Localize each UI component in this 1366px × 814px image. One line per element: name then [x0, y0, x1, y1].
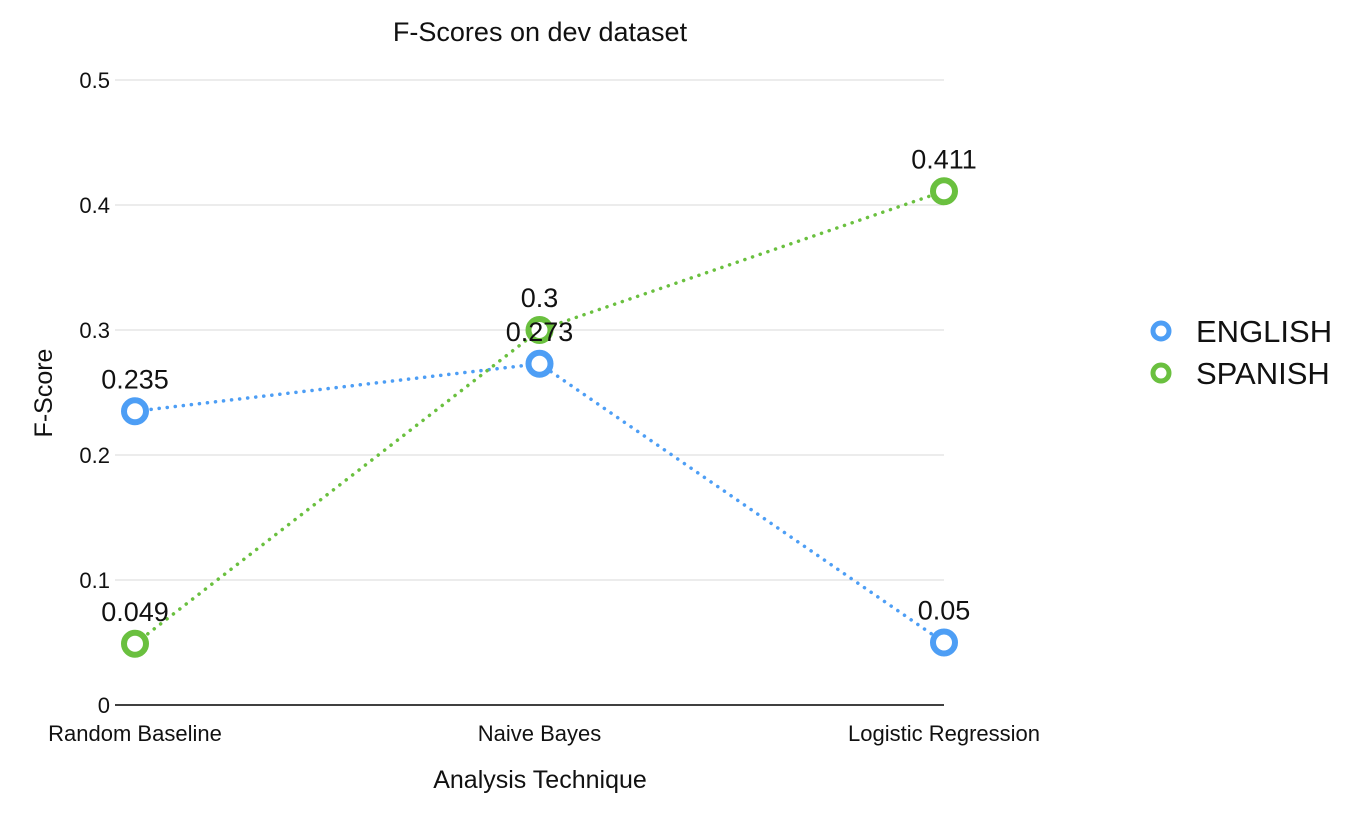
series: [121, 177, 958, 658]
x-tick-label: Random Baseline: [48, 721, 222, 746]
y-tick-label: 0.3: [79, 318, 110, 343]
y-tick-label: 0.2: [79, 443, 110, 468]
legend-marker-spanish: [1150, 362, 1172, 384]
data-label-spanish: 0.049: [101, 597, 169, 627]
x-tick-label: Naive Bayes: [478, 721, 602, 746]
data-label-english: 0.235: [101, 364, 169, 394]
data-point-spanish: [930, 177, 958, 206]
chart-title: F-Scores on dev dataset: [393, 17, 688, 47]
series-line-english: [133, 361, 946, 645]
data-point-spanish: [121, 629, 149, 658]
x-tick-label: Logistic Regression: [848, 721, 1040, 746]
legend-label-english: ENGLISH: [1196, 314, 1332, 349]
legend-marker-english: [1150, 320, 1172, 342]
y-tick-label: 0: [98, 693, 110, 718]
legend-label-spanish: SPANISH: [1196, 356, 1330, 391]
data-point-spanish: [525, 316, 554, 344]
data-labels: 0.235 0.273 0.05 0.049 0.3 0.411: [101, 144, 977, 627]
data-label-spanish: 0.411: [911, 144, 977, 174]
data-point-english: [525, 349, 554, 378]
y-tick-label: 0.5: [79, 68, 110, 93]
legend: ENGLISH SPANISH: [1150, 314, 1332, 391]
data-point-english: [930, 628, 958, 657]
y-tick-labels: 0 0.1 0.2 0.3 0.4 0.5: [79, 68, 110, 718]
y-tick-label: 0.1: [79, 568, 110, 593]
x-axis-label: Analysis Technique: [433, 766, 647, 794]
x-tick-labels: Random Baseline Naive Bayes Logistic Regre…: [48, 721, 1040, 746]
grid-lines: [115, 79, 944, 706]
y-tick-label: 0.4: [79, 193, 110, 218]
data-label-english: 0.05: [918, 596, 971, 626]
data-label-english: 0.273: [506, 317, 574, 347]
y-axis-label: F-Score: [30, 349, 58, 438]
series-line-spanish: [133, 189, 946, 646]
data-label-spanish: 0.3: [521, 283, 559, 313]
data-point-english: [121, 397, 149, 426]
